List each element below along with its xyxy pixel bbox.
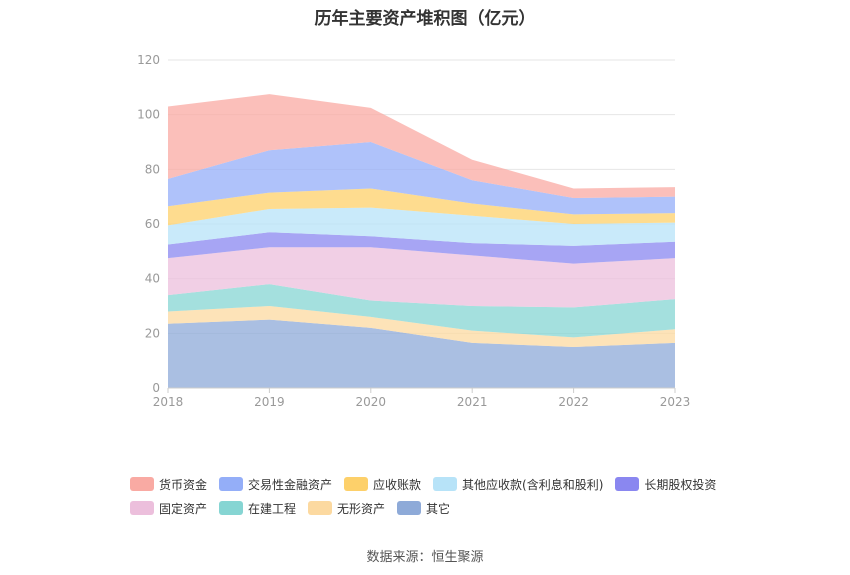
- area-series-9: [168, 94, 675, 199]
- legend-swatch: [130, 477, 154, 491]
- legend-swatch: [615, 477, 640, 491]
- legend-label: 其他应收款(含利息和股利): [462, 477, 604, 492]
- x-tick-label: 2018: [153, 395, 184, 409]
- y-tick-label: 120: [137, 53, 160, 67]
- legend-swatch: [308, 501, 333, 515]
- x-tick-label: 2019: [254, 395, 285, 409]
- legend-label: 其它: [426, 501, 451, 516]
- area-series-8: [168, 142, 675, 215]
- axes: 0 20 40 60 80 100 120 2018 2019 2020 2021 2022 2023: [137, 53, 690, 409]
- area-series-6: [168, 207, 675, 246]
- legend-item[interactable]: 交易性金融资产: [219, 476, 332, 493]
- y-tick-label: 100: [137, 108, 160, 122]
- area-series-3: [168, 284, 675, 338]
- legend-item[interactable]: 货币资金: [130, 476, 207, 493]
- legend: 货币资金 交易性金融资产 应收账款 其他应收款(含利息和股利) 长期股权投资 固定资产 在…: [130, 472, 730, 520]
- legend-swatch: [344, 477, 369, 491]
- chart-title: 历年主要资产堆积图（亿元）: [314, 9, 536, 29]
- area-series-2: [168, 306, 675, 347]
- legend-swatch: [433, 477, 458, 491]
- y-tick-label: 20: [145, 326, 160, 340]
- legend-item[interactable]: 固定资产: [130, 500, 207, 517]
- x-tick-label: 2022: [558, 395, 589, 409]
- legend-row-1: 货币资金 交易性金融资产 应收账款 其他应收款(含利息和股利) 长期股权投资: [130, 472, 730, 496]
- legend-item[interactable]: 在建工程: [219, 500, 296, 517]
- legend-item[interactable]: 长期股权投资: [615, 476, 716, 493]
- legend-swatch: [397, 501, 422, 515]
- x-tick-label: 2021: [457, 395, 488, 409]
- legend-item[interactable]: 其它: [397, 500, 450, 517]
- x-tick-label: 2023: [660, 395, 691, 409]
- y-tick-label: 0: [152, 381, 160, 395]
- legend-item[interactable]: 无形资产: [308, 500, 385, 517]
- legend-label: 货币资金: [159, 477, 208, 492]
- source-note: 数据来源：恒生聚源: [366, 550, 484, 565]
- legend-label: 交易性金融资产: [248, 477, 333, 492]
- legend-swatch: [219, 477, 244, 491]
- area-series: [168, 94, 675, 388]
- y-tick-label: 60: [145, 217, 160, 231]
- legend-label: 长期股权投资: [644, 477, 717, 492]
- area-series-7: [168, 188, 675, 226]
- legend-label: 固定资产: [159, 501, 208, 516]
- area-series-4: [168, 247, 675, 308]
- area-series-5: [168, 232, 675, 264]
- legend-label: 在建工程: [248, 501, 297, 516]
- y-tick-label: 40: [145, 272, 160, 286]
- legend-label: 无形资产: [337, 501, 386, 516]
- legend-item[interactable]: 应收账款: [344, 476, 421, 493]
- legend-item[interactable]: 其他应收款(含利息和股利): [433, 476, 603, 493]
- area-series-1: [168, 319, 675, 388]
- legend-row-2: 固定资产 在建工程 无形资产 其它: [130, 496, 730, 520]
- y-tick-label: 80: [145, 162, 160, 176]
- legend-label: 应收账款: [373, 477, 422, 492]
- x-tick-label: 2020: [356, 395, 387, 409]
- legend-swatch: [130, 501, 154, 515]
- legend-swatch: [219, 501, 244, 515]
